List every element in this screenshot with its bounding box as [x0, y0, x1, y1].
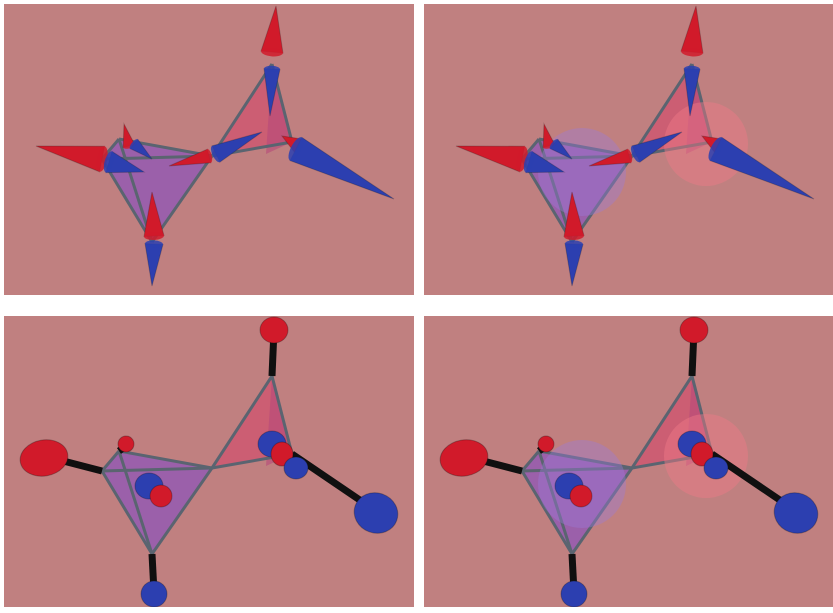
tetrahedron-edge — [210, 63, 274, 157]
arrow-vector-icon-base — [145, 240, 163, 248]
tetrahedron-edge — [150, 467, 214, 555]
ellipsoid-icon — [117, 435, 135, 453]
arrow-vector-icon-base — [625, 149, 633, 163]
tetrahedron-edge — [520, 158, 574, 243]
thermal-ellipsoids — [19, 316, 399, 607]
ellipsoid-icon — [259, 316, 289, 344]
tetrahedron-edge — [100, 450, 121, 472]
arrow-vector-icon-base — [564, 231, 584, 241]
panel-ellipsoids-spheres — [424, 316, 833, 607]
panel-ellipsoids — [4, 316, 414, 607]
arrow-vector-icon-base — [630, 145, 642, 163]
ellipsoid-icon — [537, 435, 555, 453]
arrow-vector-icon-base — [103, 151, 115, 173]
arrow-vector-icon-base — [681, 47, 703, 57]
tetrahedron-edge — [690, 375, 714, 455]
arrow-vector-icon-base — [684, 65, 700, 73]
arrow-vector-icon-base — [210, 145, 222, 163]
molecule-diagram — [4, 4, 414, 295]
tetrahedron-edge — [118, 449, 213, 470]
arrow-vector-icon-base — [708, 137, 724, 161]
arrow-vector-icon-base — [288, 137, 304, 161]
ellipsoid-icon — [140, 580, 168, 607]
tetrahedron-edge — [210, 375, 274, 469]
tetrahedron-edge — [570, 155, 634, 243]
molecule-diagram — [4, 316, 414, 607]
arrow-vector-icon-base — [144, 231, 164, 241]
ellipsoid-icon — [270, 441, 294, 467]
thermal-ellipsoids — [439, 316, 819, 607]
ellipsoid-icon — [679, 316, 709, 344]
right-overlay-sphere — [664, 102, 748, 186]
tetrahedron-edge — [101, 466, 213, 473]
arrow-vector-icon-base — [523, 151, 535, 173]
tetrahedron-edge — [537, 450, 574, 555]
tetrahedron-edge — [270, 375, 294, 455]
tetrahedron-edge — [570, 467, 634, 555]
tetrahedron-edge — [521, 466, 633, 473]
arrow-vectors — [35, 5, 395, 287]
panel-arrows-spheres — [424, 4, 833, 295]
arrow-vector-icon-base — [129, 139, 139, 149]
arrow-vectors — [455, 5, 815, 287]
arrow-vector-icon-base — [205, 149, 213, 163]
molecule-diagram — [424, 316, 833, 607]
panel-arrows — [4, 4, 414, 295]
ellipsoid-icon — [439, 439, 489, 477]
tetrahedron-edge — [520, 450, 541, 472]
ellipsoid-icon — [690, 441, 714, 467]
molecule-diagram — [424, 4, 833, 295]
tetrahedron-edge — [117, 450, 154, 555]
arrow-vector-icon-base — [565, 240, 583, 248]
tetrahedron-edge — [630, 63, 694, 157]
ellipsoid-icon — [773, 492, 819, 534]
tetrahedron-edge — [520, 470, 574, 555]
ellipsoid-icon — [703, 456, 729, 480]
arrow-vector-icon-base — [264, 65, 280, 73]
tetrahedron-edge — [150, 155, 214, 243]
ellipsoid-icon — [149, 484, 173, 508]
ellipsoid-icon — [353, 492, 399, 534]
ellipsoid-icon — [19, 439, 69, 477]
arrow-vector-icon-base — [261, 47, 283, 57]
tetrahedron-edge — [630, 375, 694, 469]
tetrahedron-edge — [100, 470, 154, 555]
tetrahedron-edge — [100, 158, 154, 243]
ellipsoid-icon — [283, 456, 309, 480]
ellipsoid-icon — [560, 580, 588, 607]
arrow-vector-icon-base — [549, 139, 559, 149]
tetrahedron-edge — [538, 449, 633, 470]
ellipsoid-icon — [569, 484, 593, 508]
